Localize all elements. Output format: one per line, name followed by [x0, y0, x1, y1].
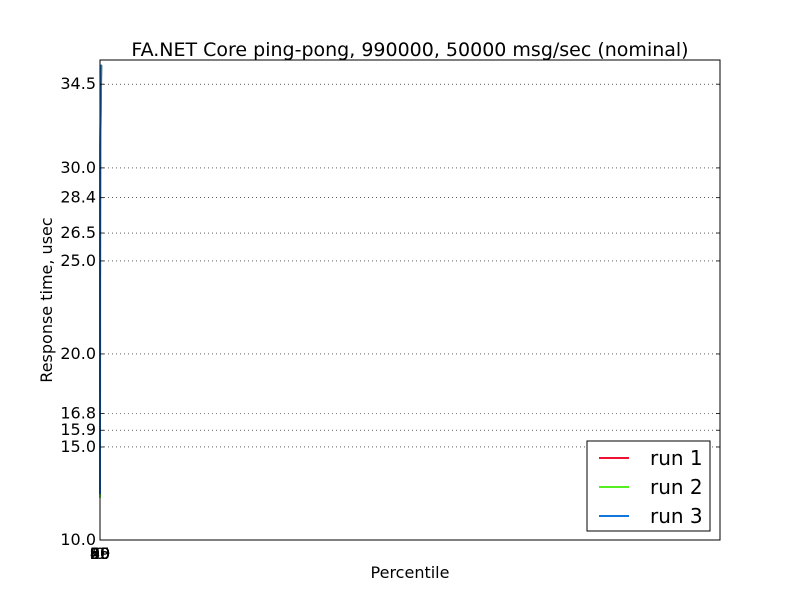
y-axis-tick-labels: 10.0 15.015.916.8 20.0 25.0 26.5 28.4 30.0 34.5	[60, 74, 96, 549]
x-axis-label: Percentile	[371, 563, 450, 582]
y-tick-label: 15.9	[60, 420, 96, 439]
x-tick-label: 20	[90, 544, 110, 563]
x-tick-label: 95	[90, 544, 110, 563]
y-tick-label: 28.4	[60, 188, 96, 207]
legend: run 1 run 2 run 3	[586, 440, 711, 532]
x-tick-label: 80	[90, 544, 110, 563]
y-tick-label: 20.0	[60, 344, 96, 363]
y-tick-label: 16.8	[60, 403, 96, 422]
plot-frame	[99, 59, 721, 541]
axis-ticks	[99, 60, 720, 541]
y-axis-label: Response time, usec	[37, 217, 56, 382]
y-tick-label: 34.5	[60, 74, 96, 93]
y-tick-label: 25.0	[60, 251, 96, 270]
legend-label-run-2: run 2	[650, 475, 703, 499]
x-tick-label: 60	[90, 544, 110, 563]
y-tick-label: 15.0	[60, 437, 96, 456]
x-tick-label: 50	[90, 544, 110, 563]
chart-title: FA.NET Core ping-pong, 990000, 50000 msg…	[131, 39, 688, 61]
x-tick-label: 0	[95, 544, 105, 563]
legend-label-run-3: run 3	[650, 504, 703, 528]
y-tick-label: 10.0	[60, 530, 96, 549]
legend-label-run-1: run 1	[650, 446, 703, 470]
x-tick-label: 90	[90, 544, 110, 563]
x-tick-label: 99	[90, 544, 110, 563]
y-tick-label: 26.5	[60, 223, 96, 242]
x-tick-label: 40	[90, 544, 110, 563]
y-tick-label: 30.0	[60, 158, 96, 177]
